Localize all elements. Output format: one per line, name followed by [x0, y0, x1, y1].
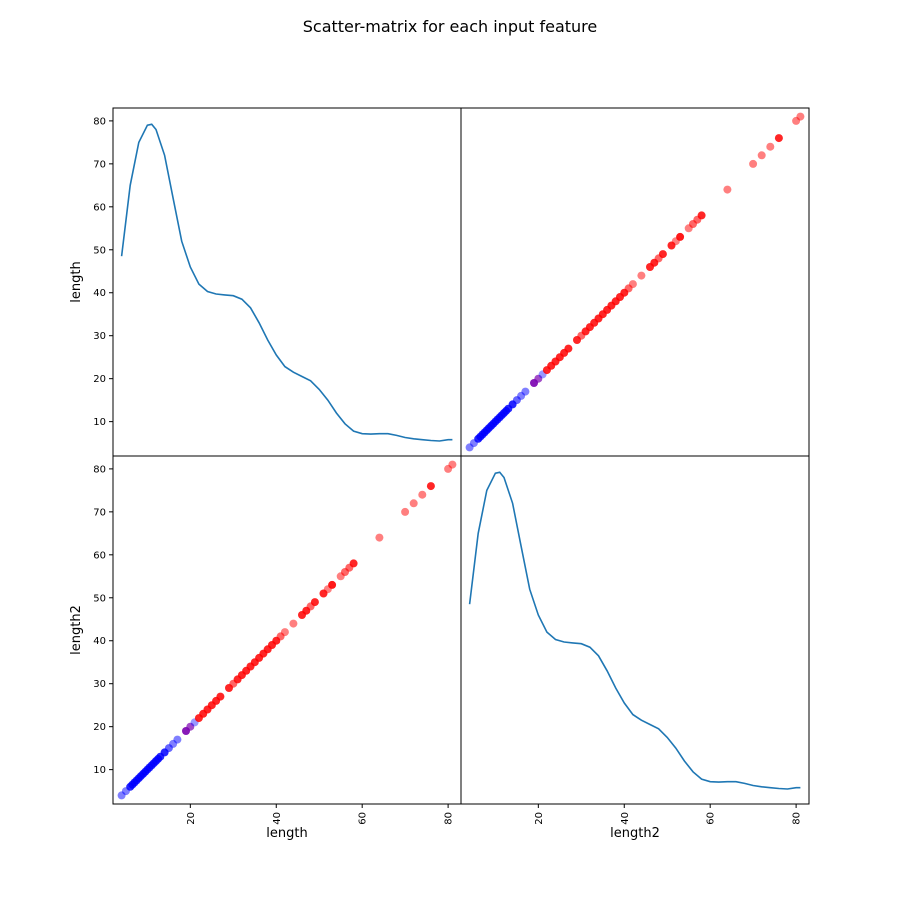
x-tick-label: 20 — [186, 812, 197, 825]
scatter-point — [749, 159, 758, 168]
y-tick-label: 20 — [93, 374, 106, 385]
y-tick-label: 10 — [93, 765, 106, 776]
scatter-point — [628, 280, 637, 289]
scatter-point — [328, 580, 337, 589]
y-tick-label: 50 — [93, 245, 106, 256]
scatter-point — [280, 628, 289, 637]
x-axis-label-length: length — [266, 826, 307, 841]
y-axis-label-length2: length2 — [69, 605, 84, 655]
panel-length-vs-length: 10 20 30 40 50 60 70 80 — [93, 107, 462, 457]
scatter-point — [186, 722, 195, 731]
y-tick-label: 50 — [93, 593, 106, 604]
plot-panels: 10 20 30 40 50 60 70 80 10 20 30 40 50 60 70 80 20 40 60 80… — [93, 107, 810, 825]
x-tick-label: 80 — [444, 812, 455, 825]
scatter-point — [766, 142, 775, 151]
x-tick-label: 20 — [534, 812, 545, 825]
x-tick-label: 60 — [358, 812, 369, 825]
y-tick-label: 10 — [93, 417, 106, 428]
scatter-point — [658, 250, 667, 259]
scatter-point — [216, 692, 225, 701]
y-tick-label: 40 — [93, 288, 106, 299]
y-tick-label: 70 — [93, 507, 106, 518]
scatter-point — [564, 344, 573, 353]
scatter-point — [796, 112, 805, 121]
y-axis-label-length: length — [69, 261, 84, 302]
scatter-point — [774, 134, 783, 143]
y-tick-label: 70 — [93, 159, 106, 170]
x-tick-label: 60 — [706, 812, 717, 825]
x-tick-label: 40 — [620, 812, 631, 825]
kde-curve-length — [120, 123, 453, 442]
scatter-point — [289, 619, 298, 628]
panel-length2-vs-length: 10 20 30 40 50 60 70 80 20 40 60 80 — [93, 455, 462, 825]
scatter-point — [418, 490, 427, 499]
scatter-point — [310, 598, 319, 607]
x-axis-label-length2: length2 — [610, 826, 660, 841]
y-tick-label: 30 — [93, 331, 106, 342]
scatter-point — [697, 211, 706, 220]
y-tick-label: 60 — [93, 550, 106, 561]
scatter-point — [409, 499, 418, 508]
scatter-point — [375, 533, 384, 542]
scatter-point — [676, 232, 685, 241]
scatter-point — [349, 559, 358, 568]
y-tick-label: 20 — [93, 722, 106, 733]
axis-labels: length length length2 length2 — [69, 261, 660, 841]
scatter-point — [757, 151, 766, 160]
chart-title: Scatter-matrix for each input feature — [303, 17, 597, 36]
panel-length-vs-length2 — [460, 107, 810, 457]
scatter-point — [448, 460, 457, 469]
kde-curve-length2 — [468, 471, 801, 790]
scatter-point — [521, 387, 530, 396]
scatter-point — [173, 735, 182, 744]
x-tick-label: 40 — [272, 812, 283, 825]
y-tick-label: 80 — [93, 464, 106, 475]
x-tick-label: 80 — [792, 812, 803, 825]
y-tick-label: 60 — [93, 202, 106, 213]
scatter-point — [534, 374, 543, 383]
y-tick-label: 30 — [93, 679, 106, 690]
panel-length2-vs-length2: 20 40 60 80 — [460, 455, 810, 825]
panel-frame — [460, 455, 810, 805]
scatter-point — [723, 185, 732, 194]
scatter-point — [637, 271, 646, 280]
scatter-point — [401, 507, 410, 516]
y-tick-label: 80 — [93, 116, 106, 127]
scatter-point — [426, 482, 435, 491]
y-tick-label: 40 — [93, 636, 106, 647]
